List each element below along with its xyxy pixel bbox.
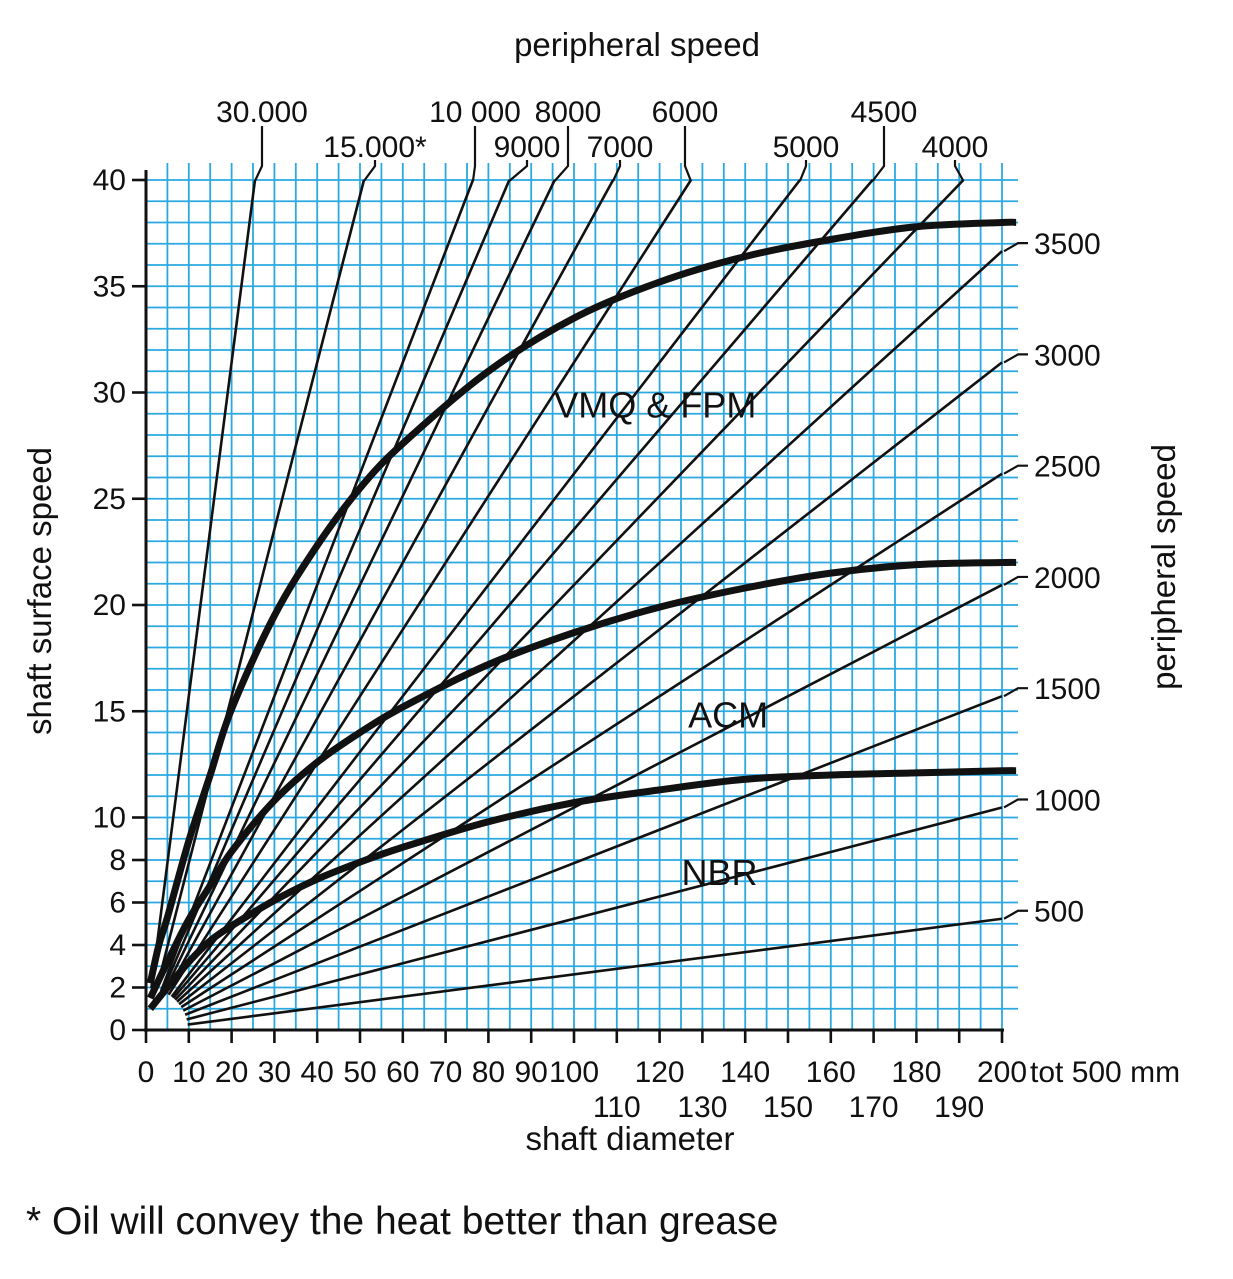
rpm-line [165,179,615,994]
rpm-line [150,179,257,989]
rpm-label-top: 10 000 [429,96,521,129]
rpm-leader [1003,242,1028,253]
rpm-label-top: 6000 [652,96,719,129]
x-tick-label: 130 [677,1091,727,1124]
rpm-leader [871,126,886,182]
rpm-label-top: 5000 [773,131,840,164]
curve-label: NBR [682,852,758,893]
y-tick-label: 8 [109,844,126,877]
rpm-leader [612,160,622,182]
rpm-label-right: 3500 [1034,228,1101,261]
y-tick-label: 30 [93,377,126,410]
rpm-label-right: 2000 [1034,562,1101,595]
rpm-leader [363,160,377,182]
rpm-leader [1003,464,1028,475]
x-tick-label: 40 [301,1056,334,1089]
rpm-label-top: 7000 [587,131,654,164]
y-tick-label: 6 [109,887,126,920]
y-tick-label: 10 [93,802,126,835]
rpm-leader [1003,353,1028,364]
rpm-line [170,179,801,998]
rpm-leader [253,126,264,182]
y-tick-label: 25 [93,483,126,516]
rpm-label-top: 8000 [535,96,602,129]
chart-title: peripheral speed [514,26,760,63]
rpm-leader [553,126,570,182]
x-tick-label: 200 [977,1056,1027,1089]
x-tick-label: 80 [472,1056,505,1089]
rpm-leader [1003,687,1028,698]
rpm-line [155,179,366,990]
x-axis-label: shaft diameter [525,1120,735,1157]
rpm-label-top: 30.000 [216,96,308,129]
limit-curve-acm [147,558,1017,1000]
rpm-label-right: 1500 [1034,673,1101,706]
limit-curve-vmq-fpm [146,218,1017,985]
limit-curve-nbr [147,767,1017,1011]
rpm-leader [683,126,692,182]
y-axis-label-left: shaft surface speed [21,446,58,736]
rpm-label-top: 15.000* [323,131,427,164]
rpm-leader [471,126,477,182]
rpm-label-top: 9000 [494,131,561,164]
rpm-line [167,179,693,996]
x-tick-label: 0 [138,1056,155,1089]
rpm-label-right: 1000 [1034,784,1101,817]
y-tick-label: 4 [109,929,126,962]
rpm-label-top: 4500 [851,96,918,129]
x-tick-label: 70 [429,1056,462,1089]
rpm-label-right: 3000 [1034,339,1101,372]
y-tick-label: 0 [109,1014,126,1047]
rpm-line [186,806,1003,1021]
footnote: * Oil will convey the heat better than g… [26,1200,779,1243]
x-tick-label: 120 [635,1056,685,1089]
x-axis-suffix: tot 500 mm [1030,1056,1180,1089]
rpm-leader [953,160,965,182]
curve-label: ACM [688,695,768,736]
rpm-leader [1003,575,1028,586]
rpm-label-right: 2500 [1034,451,1101,484]
rpm-leader [1003,909,1028,920]
rpm-line [172,179,874,999]
rpm-label-right: 500 [1034,896,1084,929]
rpm-leader [508,160,529,182]
y-tick-label: 40 [93,164,126,197]
x-tick-label: 170 [849,1091,899,1124]
x-tick-label: 190 [934,1091,984,1124]
y-tick-label: 2 [109,972,126,1005]
x-tick-label: 30 [258,1056,291,1089]
rpm-line [174,179,965,1001]
x-tick-label: 20 [215,1056,248,1089]
x-tick-label: 10 [172,1056,205,1089]
rpm-line [184,694,1003,1016]
rpm-label-top: 4000 [922,131,989,164]
rpm-line [161,179,511,992]
x-tick-label: 50 [343,1056,376,1089]
rpm-line [178,361,1003,1006]
y-axis-label-right: peripheral speed [1145,444,1182,690]
rpm-line [187,917,1003,1026]
x-tick-label: 180 [891,1056,941,1089]
rpm-leader [798,160,808,182]
x-tick-label: 140 [720,1056,770,1089]
y-tick-label: 15 [93,695,126,728]
x-tick-label: 160 [806,1056,856,1089]
y-tick-label: 35 [93,270,126,303]
rpm-leader [1003,798,1028,809]
x-tick-label: 100 [549,1056,599,1089]
x-tick-label: 150 [763,1091,813,1124]
x-tick-label: 110 [593,1091,641,1124]
rpm-line [159,179,475,992]
x-tick-label: 60 [386,1056,419,1089]
curve-label: VMQ & FPM [554,384,756,425]
y-tick-label: 20 [93,589,126,622]
rpm-line [180,472,1003,1009]
x-tick-label: 90 [515,1056,548,1089]
